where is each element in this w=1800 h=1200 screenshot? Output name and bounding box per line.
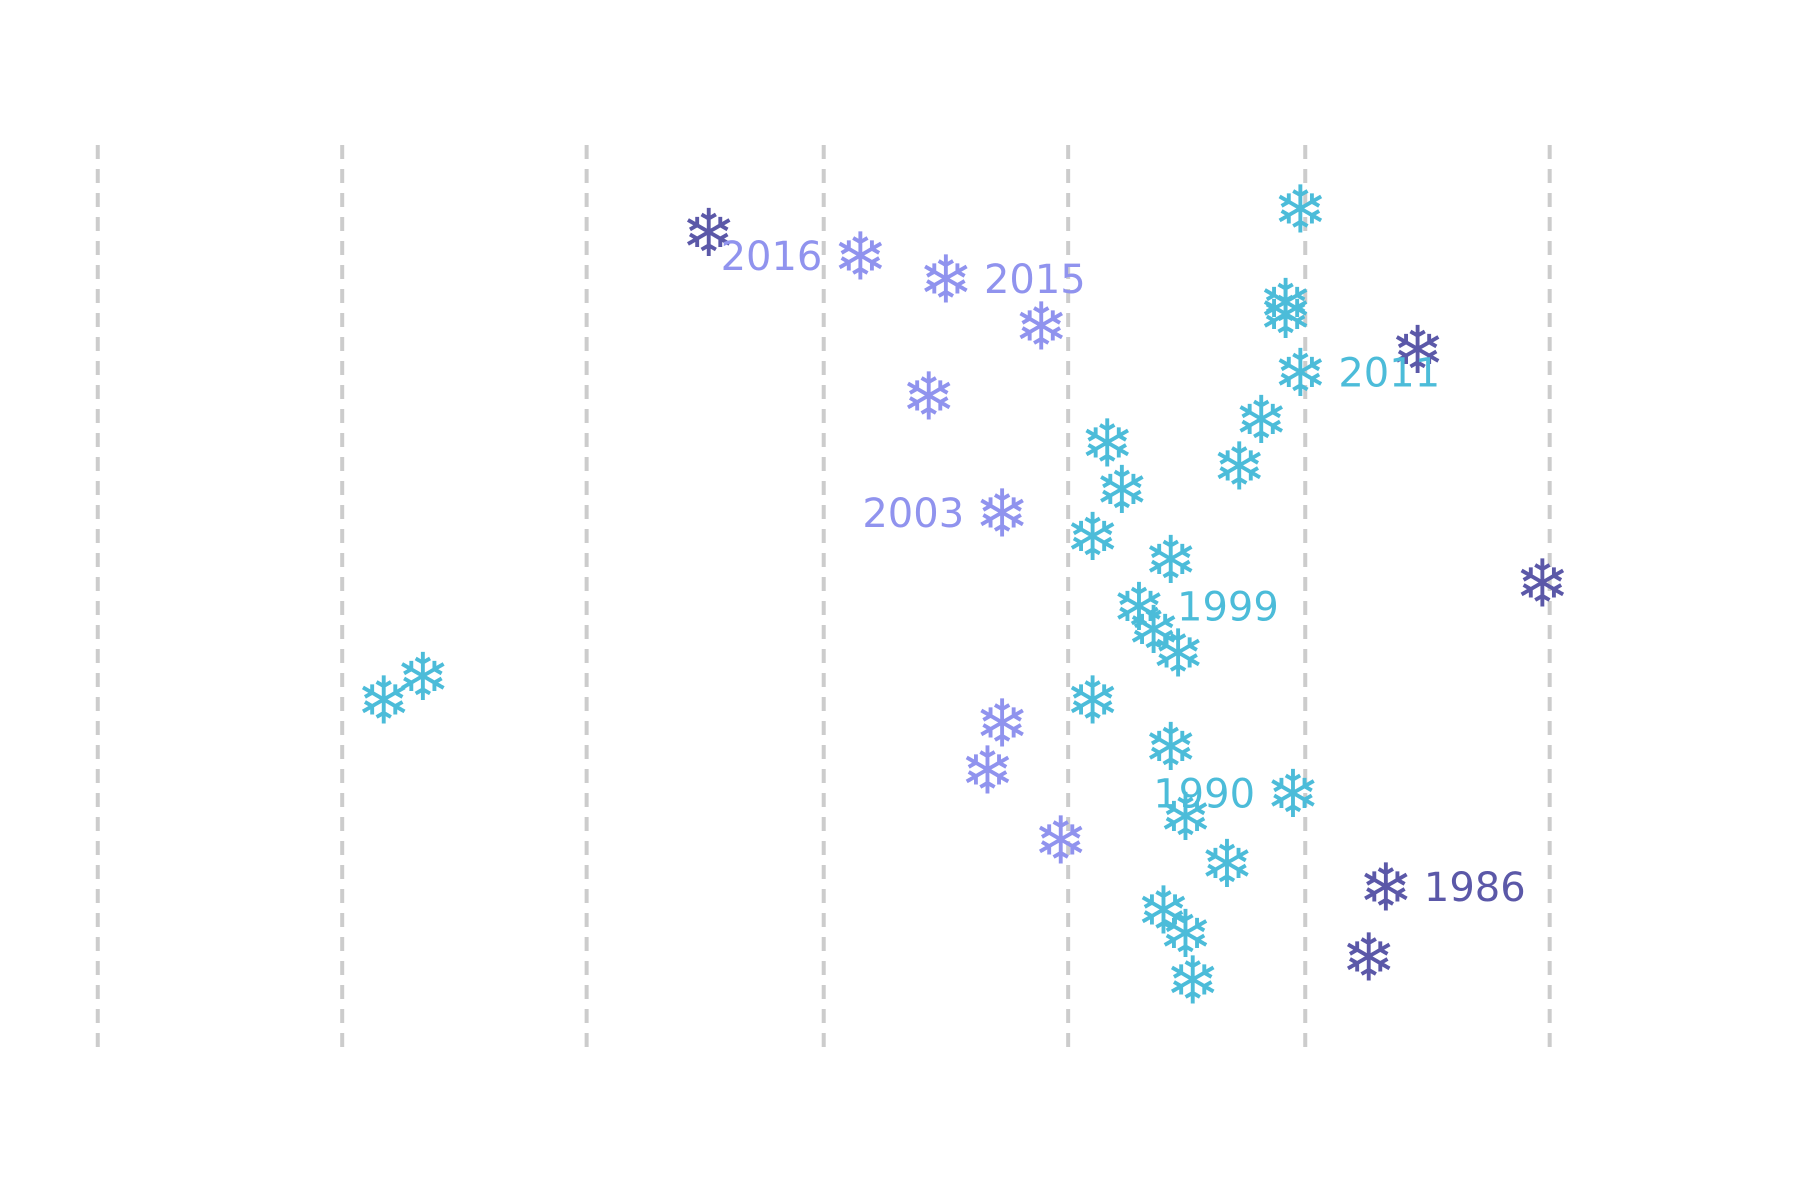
- snowflake-icon: ❄: [1358, 849, 1413, 926]
- snowflake-icon: ❄: [1273, 335, 1328, 412]
- snowflake-icon: ❄: [960, 732, 1015, 809]
- point-label-2011: 2011: [1338, 351, 1440, 397]
- snowflake-icon: ❄: [1199, 826, 1254, 903]
- snowflake-icon: ❄: [975, 686, 1030, 763]
- snowflake-icon: ❄: [1212, 429, 1267, 506]
- snowflake-icon: ❄: [1234, 382, 1289, 459]
- snowflake-icon: ❄: [975, 475, 1030, 552]
- point-label-1990: 1990: [1153, 771, 1255, 817]
- snowflake-icon: ❄: [901, 359, 956, 436]
- snowflake-icon: ❄: [1273, 172, 1328, 249]
- snowflake-icon: ❄: [1515, 545, 1570, 622]
- snowflake-icon: ❄: [356, 662, 411, 739]
- snowflake-icon: ❄: [1111, 569, 1166, 646]
- point-label-1986: 1986: [1424, 865, 1526, 911]
- snowflake-icon: ❄: [1158, 779, 1213, 856]
- snowflake-icon: ❄: [1094, 452, 1149, 529]
- snowflake-icon: ❄: [833, 218, 888, 295]
- data-points: ❄❄ ❄ ❄ ❄❄❄ ❄❄❄ ❄❄ ❄❄❄ ❄ ❄ ❄❄❄❄❄❄ ❄❄ ❄❄ ❄❄❄ ❄ ❄❄❄ ❄❄: [356, 172, 1570, 1020]
- snowflake-icon: ❄: [1126, 592, 1181, 669]
- point-label-2003: 2003: [862, 491, 964, 537]
- snowflake-icon: ❄: [395, 639, 450, 716]
- point-label-1999: 1999: [1177, 584, 1279, 630]
- snowflake-icon: ❄: [1258, 265, 1313, 342]
- point-label-2016: 2016: [721, 234, 823, 280]
- snowflake-icon: ❄: [1150, 616, 1205, 693]
- snowflake-icon: ❄: [1014, 288, 1069, 365]
- snowflake-icon: ❄: [1143, 709, 1198, 786]
- snowflake-icon: ❄: [1033, 803, 1088, 880]
- snowflake-icon: ❄: [1065, 499, 1120, 576]
- snowflake-icon: ❄: [1341, 919, 1396, 996]
- snowflake-icon: ❄: [1390, 312, 1445, 389]
- snowflake-icon: ❄: [1265, 756, 1320, 833]
- snowflake-icon: ❄: [918, 242, 973, 319]
- snowflake-icon: ❄: [1158, 896, 1213, 973]
- snowflake-icon: ❄: [681, 195, 736, 272]
- snowflake-icon: ❄: [1143, 522, 1198, 599]
- gridlines: [95, 145, 1552, 1055]
- snowflake-icon: ❄: [1258, 277, 1313, 354]
- point-labels: 2016 2015 2011 2003 1999 1990 1986: [721, 234, 1526, 911]
- point-label-2015: 2015: [984, 257, 1086, 303]
- snowflake-icon: ❄: [1165, 943, 1220, 1020]
- snowflake-icon: ❄: [1080, 405, 1135, 482]
- snowflake-icon: ❄: [1136, 873, 1191, 950]
- snowflake-icon: ❄: [1065, 662, 1120, 739]
